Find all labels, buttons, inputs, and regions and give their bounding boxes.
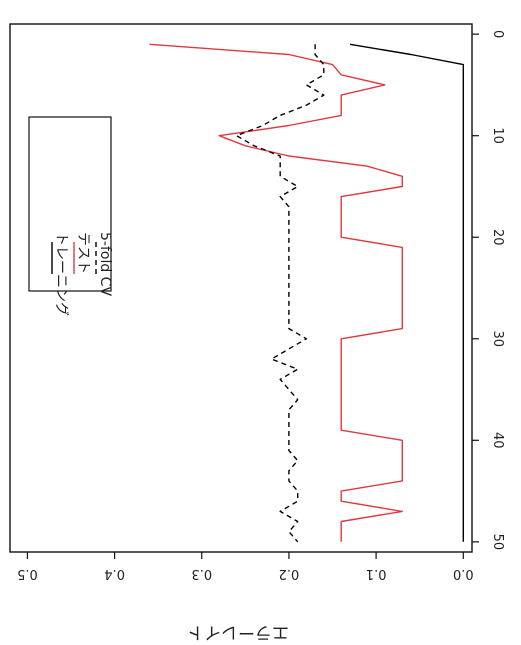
x-tick-label-30: 30 [490, 330, 505, 347]
y-tick-label-5: 0.5 [17, 566, 38, 581]
x-tick-label-0: 0 [490, 30, 505, 38]
y-tick-label-3: 0.3 [191, 566, 212, 581]
y-tick-label-2: 0.2 [279, 566, 300, 581]
x-tick-label-20: 20 [490, 229, 505, 246]
x-tick-label-50: 50 [490, 534, 505, 551]
legend-label-training: トレーニング [53, 232, 69, 316]
y-tick-label-1: 0.1 [366, 566, 387, 581]
y-tick-label-0: 0.0 [453, 566, 474, 581]
series-line-training [349, 43, 464, 542]
legend-box [28, 116, 112, 292]
legend: トレーニング テスト 5-fold CV [28, 116, 113, 316]
y-axis-title: エラーレイト [187, 622, 289, 642]
y-tick-label-4: 0.4 [104, 566, 125, 581]
plot-frame [9, 23, 473, 553]
legend-label-cv: 5-fold CV [97, 232, 113, 296]
legend-label-test: テスト [75, 232, 91, 274]
axis-layer: 0 10 20 30 40 50 0.0 0.1 0.2 0.3 0.4 0.5 [17, 30, 505, 581]
x-tick-label-10: 10 [490, 127, 505, 144]
x-tick-label-40: 40 [490, 432, 505, 449]
series-layer [149, 43, 464, 543]
series-line-test [149, 43, 403, 542]
series-line-cv [235, 44, 325, 543]
